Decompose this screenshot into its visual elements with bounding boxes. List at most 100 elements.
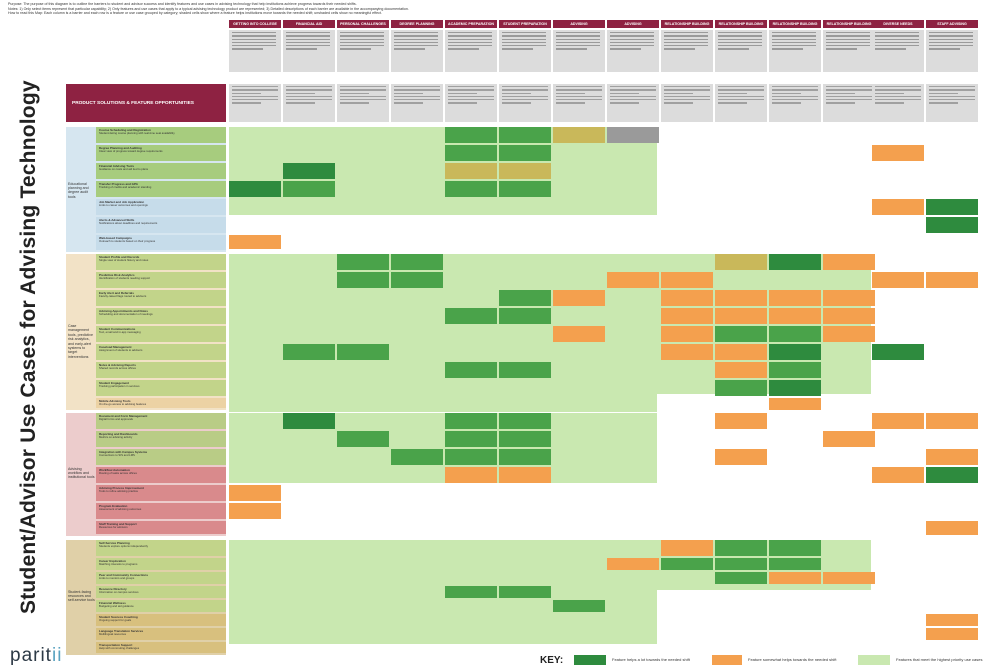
feature-row[interactable]: Program Evaluation Assessment of advising… [96,503,226,519]
feature-row[interactable]: Caseload Management Assignment of student… [96,344,226,360]
feature-subtitle: Assignment of students to advisors [99,348,143,353]
feature-row[interactable]: Reporting and Dashboards Metrics on advis… [96,431,226,447]
column-description [229,30,281,72]
feature-row[interactable]: Career Exploration Matching interests to … [96,558,226,570]
feature-title: Program Evaluation [99,503,128,508]
feature-subtitle: Shared records across offices [99,366,136,371]
feature-subtitle: Links to mentors and groups [99,576,135,581]
matrix-cell [499,308,551,324]
feature-subtitle: Help with commuting challenges [99,646,140,651]
column-header: ACADEMIC PREPARATION [445,20,497,28]
column-description [607,30,659,72]
matrix-cell [715,449,767,465]
feature-subtitle: Notifications about deadlines and requir… [99,221,158,226]
feature-row[interactable]: Student Communications Text, email and in… [96,326,226,342]
feature-row[interactable]: Student Success Coaching Ongoing support … [96,614,226,626]
feature-row[interactable]: Transportation Support Help with commutin… [96,642,226,653]
matrix-cell [926,413,978,429]
matrix-cell [391,272,443,288]
feature-row[interactable]: Financial Advising Tools Guidance on cost… [96,163,226,179]
feature-row[interactable]: Student Profile and Records Single view o… [96,254,226,270]
section-label: Case management tools, predictive risk a… [68,324,93,359]
key-light-green-text: Features that meet the highest priority … [896,657,983,662]
matrix-cell [769,362,821,378]
feature-row[interactable]: Language Translation Services Multilingua… [96,628,226,640]
column-description [769,30,821,72]
product-solutions-header: PRODUCT SOLUTIONS & FEATURE OPPORTUNITIE… [66,84,226,122]
feature-row[interactable]: Document and Form Management Digital form… [96,413,226,429]
matrix-cell [283,163,335,179]
column-description [337,30,389,72]
column-description [926,30,978,72]
feature-row[interactable]: Resource Directory Information on campus … [96,586,226,598]
feature-row[interactable]: Mobile Advising Tools On-the-go access to… [96,398,226,408]
feature-subtitle: Metrics on advising activity [99,435,133,440]
feature-row[interactable]: Student Engagement Tracking participation… [96,380,226,396]
matrix-cell [337,431,389,447]
feature-subtitle: Routing of tasks across offices [99,471,137,476]
feature-title: Resource Directory [99,586,127,591]
feature-row[interactable]: Peer and Community Connections Links to m… [96,572,226,584]
feature-title: Transportation Support [99,642,133,647]
column-barrier-text [391,84,443,122]
column-description [445,30,497,72]
feature-title: Workflow Automation [99,467,130,472]
feature-row[interactable]: Notes & Advising Reports Shared records a… [96,362,226,378]
matrix-cell [715,558,767,570]
notes-line: Notes: 1) Only select items represent th… [8,6,409,11]
feature-subtitle: Guidance on costs and aid tied to plans [99,167,148,172]
feature-row[interactable]: Web-based Campaigns Outreach to students … [96,235,226,250]
feature-title: Staff Training and Support [99,521,137,526]
feature-row[interactable]: Early Alert and Referrals Faculty-raised … [96,290,226,306]
feature-subtitle: Outreach to students based on their prog… [99,239,156,244]
feature-row[interactable]: Alerts & Advanced Skills Notifications ab… [96,217,226,233]
matrix-cell [769,254,821,270]
feature-title: Student Engagement [99,380,130,385]
feature-row[interactable]: Predictive Risk Analytics Identification … [96,272,226,288]
feature-row[interactable]: Advising Process Improvement Tools to ref… [96,485,226,501]
feature-row[interactable]: Transfer Progress and GPA Tracking of cre… [96,181,226,197]
feature-subtitle: Single view of student history and notes [99,258,149,263]
matrix-cell [499,431,551,447]
feature-row[interactable]: Financial Wellness Budgeting and aid guid… [96,600,226,612]
feature-subtitle: Faculty-raised flags routed to advisors [99,294,147,299]
matrix-cell [926,272,978,288]
priority-region [229,540,657,644]
matrix-cell [661,272,713,288]
feature-row[interactable]: Advising Appointments and Notes Schedulin… [96,308,226,324]
column-barrier-text [445,84,497,122]
matrix-cell [872,344,924,360]
key-light-green-swatch [858,655,890,665]
matrix-cell [445,449,497,465]
feature-row[interactable]: Workflow Automation Routing of tasks acro… [96,467,226,483]
feature-row[interactable]: Integration with Campus Systems Connectio… [96,449,226,465]
section-label: Student-facing resources and self-servic… [68,589,95,603]
matrix-cell [391,449,443,465]
matrix-cell [337,344,389,360]
feature-row[interactable]: Self-Service Planning Students explore op… [96,540,226,556]
feature-row[interactable]: Degree Planning and Auditing Clear view o… [96,145,226,161]
matrix-cell [926,521,978,535]
feature-row[interactable]: Course Scheduling and Registration Studen… [96,127,226,143]
matrix-cell [445,431,497,447]
header-note: Purpose: The purpose of this diagram is … [8,2,993,16]
matrix-cell [769,290,821,306]
page-title: Student/Advisor Use Cases for Advising T… [17,80,40,614]
feature-title: Web-based Campaigns [99,235,132,240]
feature-title: Mobile Advising Tools [99,398,131,403]
key-label: KEY: [540,655,564,666]
matrix-cell [872,145,924,161]
matrix-cell [872,272,924,288]
feature-row[interactable]: Job Market and Job Application Links to c… [96,199,226,215]
feature-row[interactable]: Staff Training and Support Resources for … [96,521,226,534]
matrix-cell [823,290,875,306]
feature-subtitle: Resources for advisors [99,525,128,530]
matrix-cell [499,362,551,378]
matrix-cell [926,199,978,215]
feature-title: Student Profile and Records [99,254,140,259]
matrix-cell [229,181,281,197]
feature-subtitle: Scheduling and documentation of meetings [99,312,153,317]
matrix-cell [661,326,713,342]
matrix-cell [715,344,767,360]
key-dark-green-text: Feature helps a lot towards the needed s… [612,657,690,662]
